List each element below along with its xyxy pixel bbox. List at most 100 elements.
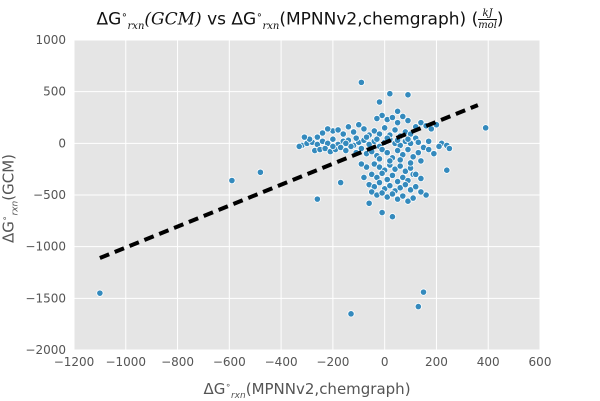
data-point — [370, 160, 378, 168]
data-point — [362, 163, 371, 171]
chart-title: ΔG∘rxn(GCM) vs ΔG∘rxn(MPNNv2,chemgraph) … — [96, 8, 504, 32]
data-point — [396, 184, 404, 192]
y-tick-label: 500 — [43, 85, 66, 99]
data-point — [368, 170, 376, 178]
x-tick-label: −200 — [316, 355, 349, 369]
data-point — [404, 91, 412, 99]
data-point — [373, 135, 381, 143]
data-point — [337, 143, 345, 152]
data-point — [318, 129, 327, 137]
data-point — [406, 186, 415, 194]
x-tick-label: −600 — [213, 355, 246, 369]
data-point — [383, 193, 391, 201]
data-point — [404, 117, 412, 125]
data-point — [386, 157, 394, 165]
data-point — [419, 288, 428, 296]
x-tick-label: −400 — [265, 355, 298, 369]
data-point — [417, 157, 425, 165]
data-point — [399, 173, 407, 182]
data-point — [388, 113, 397, 122]
data-point — [383, 149, 391, 157]
x-tick-label: 400 — [477, 355, 500, 369]
data-point — [417, 119, 425, 127]
data-point — [256, 168, 264, 176]
x-tick-label: −1200 — [54, 355, 95, 369]
y-tick-label: −1000 — [25, 240, 66, 254]
fit-line — [99, 103, 479, 260]
data-point — [334, 126, 342, 134]
data-point — [342, 146, 350, 155]
tick-labels: −1200 −1000 −800 −600 −400 −200 0 200 400 600−200… — [25, 33, 551, 369]
data-points — [96, 78, 490, 318]
data-point — [401, 167, 409, 175]
data-point — [394, 195, 402, 203]
data-point — [399, 192, 407, 200]
data-point — [375, 179, 384, 187]
data-point — [378, 145, 386, 154]
data-point — [355, 121, 363, 129]
data-point — [396, 156, 404, 164]
data-point — [352, 134, 360, 142]
data-point — [347, 310, 355, 318]
y-tick-label: 1000 — [35, 33, 66, 47]
data-point — [394, 107, 402, 115]
y-tick-label: −2000 — [25, 343, 66, 357]
data-point — [378, 169, 386, 177]
data-point — [388, 171, 397, 179]
data-point — [391, 165, 399, 173]
data-point — [370, 127, 378, 135]
data-point — [388, 213, 397, 221]
x-tick-label: 0 — [381, 355, 389, 369]
data-point — [96, 289, 104, 297]
data-point — [399, 112, 407, 121]
data-point — [347, 142, 355, 151]
data-point — [378, 208, 386, 217]
data-point — [391, 126, 399, 134]
data-point — [396, 162, 404, 170]
x-axis-label: ΔG∘rxn(MPNNv2,chemgraph) — [203, 380, 411, 401]
data-point — [360, 173, 368, 182]
data-point — [375, 163, 384, 171]
data-point — [300, 133, 309, 141]
data-point — [414, 302, 422, 311]
data-point — [357, 144, 365, 153]
data-point — [422, 191, 430, 199]
data-point — [425, 145, 433, 154]
data-point — [386, 90, 394, 98]
data-point — [435, 142, 443, 151]
data-point — [360, 125, 368, 133]
data-point — [406, 159, 415, 167]
data-point — [324, 125, 332, 133]
data-point — [443, 166, 451, 174]
data-point — [383, 175, 391, 184]
data-point — [313, 195, 321, 203]
data-point — [445, 144, 453, 153]
data-point — [349, 128, 358, 136]
data-point — [365, 199, 373, 207]
data-point — [417, 188, 425, 196]
data-point — [357, 78, 365, 86]
data-point — [368, 188, 376, 196]
data-point — [404, 135, 412, 143]
data-point — [339, 130, 347, 138]
data-point — [373, 114, 381, 123]
data-point — [386, 182, 394, 190]
data-point — [375, 155, 384, 163]
data-point — [344, 123, 353, 131]
data-point — [313, 133, 321, 141]
data-point — [337, 179, 345, 187]
data-point — [417, 174, 425, 183]
x-tick-label: 200 — [425, 355, 448, 369]
data-point — [412, 170, 420, 178]
data-point — [404, 145, 412, 154]
data-point — [321, 144, 329, 153]
data-point — [388, 190, 397, 198]
y-tick-label: −500 — [33, 188, 66, 202]
data-point — [394, 177, 402, 186]
data-point — [401, 181, 409, 189]
data-point — [357, 160, 365, 168]
data-point — [430, 150, 438, 158]
data-point — [414, 149, 422, 157]
y-tick-label: −1500 — [25, 291, 66, 305]
data-point — [482, 124, 490, 132]
